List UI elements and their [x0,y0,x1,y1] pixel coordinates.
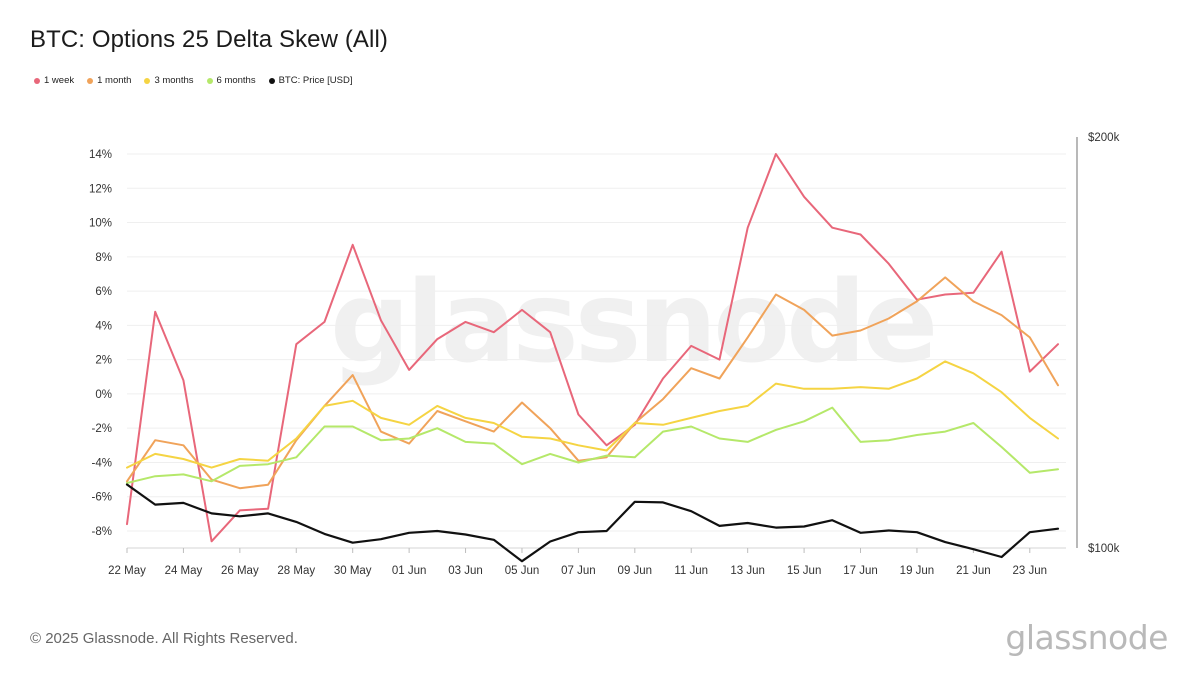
y-tick-label: 0% [95,389,112,401]
legend-item-1-week[interactable]: 1 week [34,75,74,86]
series-line-6-months [126,406,1059,484]
legend-item-1-month[interactable]: 1 month [87,75,131,86]
legend-label-6-months: 6 months [216,75,256,86]
series-line-3-months [126,360,1059,469]
legend-label-3-months: 3 months [154,75,194,86]
x-tick-label: 05 Jun [505,565,540,577]
x-tick-label: 13 Jun [730,565,765,577]
y-tick-label: 12% [89,183,112,195]
x-tick-label: 19 Jun [900,565,935,577]
legend-item-6-months[interactable]: 6 months [206,75,256,86]
legend-label-1-month: 1 month [97,75,132,86]
legend-dot-3-months [144,77,151,84]
watermark-logo: glassnode [330,258,938,388]
copyright-footer: © 2025 Glassnode. All Rights Reserved. [30,630,298,647]
y-tick-label: 14% [89,149,112,161]
y-tick-label: 4% [95,320,112,332]
gridlines [127,153,1066,532]
x-tick-label: 09 Jun [618,565,653,577]
series-line-1-month [126,276,1059,490]
glassnode-logo[interactable]: glassnode [1005,618,1168,657]
y-tick-label: 8% [95,252,112,264]
y-tick-label: 2% [95,355,112,367]
right-tick-label: $200k [1088,132,1120,144]
chart-title: BTC: Options 25 Delta Skew (All) [30,26,388,53]
x-tick-label: 22 May [108,565,146,577]
x-tick-label: 28 May [277,565,315,577]
series-layer [125,153,1060,563]
legend-dot-1-week [34,77,40,84]
legend-dot-btc-price [268,77,275,84]
x-tick-label: 11 Jun [674,565,708,577]
legend-label-btc-price: BTC: Price [USD] [278,75,353,86]
right-tick-label: $100k [1088,543,1120,555]
x-tick-label: 23 Jun [1013,565,1048,577]
x-tick-label: 17 Jun [843,565,878,577]
x-tick-label: 01 Jun [392,565,427,577]
series-line-btc-price-usd [125,483,1060,563]
y-tick-label: 6% [95,286,112,298]
y-tick-label: -2% [92,423,112,435]
x-tick-label: 03 Jun [448,565,483,577]
legend-dot-1-month [87,77,94,84]
legend-dot-6-months [206,77,213,84]
x-tick-label: 21 Jun [956,565,991,577]
tick-labels: -8% -6% -4% -2% 0% 2% 4% 6% 8% 10% 12% 14% 22 May 24 … [89,132,1120,577]
legend-item-btc-price[interactable]: BTC: Price [USD] [268,75,353,86]
legend-label-1-week: 1 week [44,75,75,86]
legend: 1 week 1 month 3 months 6 months BTC: Pr… [34,75,353,86]
y-tick-label: -4% [92,457,112,469]
x-tick-label: 30 May [334,565,372,577]
y-tick-label: -8% [92,526,112,538]
x-tick-label: 15 Jun [787,565,822,577]
x-tick-label: 26 May [221,565,259,577]
y-tick-label: -6% [92,492,112,504]
x-tick-label: 24 May [165,565,203,577]
series-line-1-week [126,153,1059,543]
x-tick-label: 07 Jun [561,565,596,577]
axes [126,137,1078,553]
y-tick-label: 10% [89,218,112,230]
legend-item-3-months[interactable]: 3 months [144,75,194,86]
